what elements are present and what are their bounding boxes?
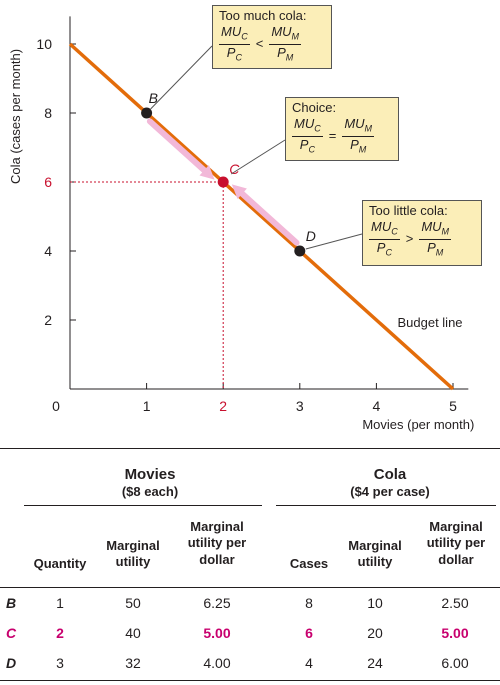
row-label-d: D: [6, 655, 16, 671]
row-b-mu-movies: 50: [98, 595, 168, 611]
cola-group-title: Cola: [330, 466, 450, 485]
cola-group-rule: [276, 505, 496, 506]
budget-line-label: Budget line: [397, 315, 462, 330]
point-d: [294, 246, 305, 257]
row-label-b: B: [6, 595, 16, 611]
col-mu-movies: Marginal utility: [98, 538, 168, 571]
row-b-quantity: 1: [25, 595, 95, 611]
row-c-mu-cola: 20: [340, 625, 410, 641]
col-mu-cola: Marginal utility: [340, 538, 410, 571]
less-than-sign: <: [256, 37, 264, 51]
arrow-b-to-c: [150, 121, 215, 179]
row-b-mupd-cola: 2.50: [420, 595, 490, 611]
x-tick-label: 3: [296, 398, 304, 414]
table-bottom-rule: [0, 680, 500, 681]
row-d-mu-movies: 32: [98, 655, 168, 671]
greater-than-sign: >: [406, 232, 414, 246]
row-c-mupd-cola: 5.00: [420, 625, 490, 641]
point-b: [141, 108, 152, 119]
mu-cola-over-price-fraction: MUC PC: [292, 117, 323, 155]
utility-table: Movies ($8 each) Cola ($4 per case) Quan…: [0, 448, 500, 685]
row-d-mu-cola: 24: [340, 655, 410, 671]
x-tick-label: 1: [143, 398, 151, 414]
point-c: [218, 177, 229, 188]
x-tick-label: 5: [449, 398, 457, 414]
y-tick-label: 2: [44, 312, 52, 328]
row-b-cases: 8: [274, 595, 344, 611]
leader-c: [231, 140, 285, 174]
arrow-b-to-c-shaft: [150, 121, 209, 174]
callout-choice: Choice: MUC PC = MUM PM: [285, 97, 399, 161]
arrow-d-to-c: [232, 184, 297, 242]
point-label-d: D: [306, 228, 316, 244]
mu-cola-over-price-fraction: MUC PC: [219, 25, 250, 63]
equals-sign: =: [329, 129, 337, 143]
arrow-d-to-c-shaft: [238, 190, 297, 243]
y-tick-label: 10: [36, 36, 52, 52]
y-tick-label: 8: [44, 105, 52, 121]
leader-b: [151, 46, 212, 109]
mu-movies-over-price-fraction: MUM PM: [419, 220, 451, 258]
col-mupd-cola: Marginal utility per dollar: [414, 519, 498, 568]
row-c-mupd-movies: 5.00: [182, 625, 252, 641]
movies-price: ($8 each): [90, 484, 210, 500]
x-tick-label: 0: [52, 398, 60, 414]
row-b-mu-cola: 10: [340, 595, 410, 611]
col-cases: Cases: [284, 556, 334, 572]
row-c-cases: 6: [274, 625, 344, 641]
table-top-rule: [0, 448, 500, 449]
row-b-mupd-movies: 6.25: [182, 595, 252, 611]
cola-price: ($4 per case): [320, 484, 460, 500]
y-tick-label: 4: [44, 243, 52, 259]
mu-movies-over-price-fraction: MUM PM: [269, 25, 301, 63]
y-tick-label: 6: [44, 174, 52, 190]
row-d-quantity: 3: [25, 655, 95, 671]
mu-cola-over-price-fraction: MUC PC: [369, 220, 400, 258]
x-tick-label: 4: [373, 398, 381, 414]
callout-too-little-cola: Too little cola: MUC PC > MUM PM: [362, 200, 482, 266]
movies-group-title: Movies: [90, 466, 210, 485]
row-d-mupd-movies: 4.00: [182, 655, 252, 671]
col-quantity: Quantity: [22, 556, 98, 572]
mu-movies-over-price-fraction: MUM PM: [342, 117, 374, 155]
col-mupd-movies: Marginal utility per dollar: [176, 519, 258, 568]
row-c-mu-movies: 40: [98, 625, 168, 641]
y-axis-label: Cola (cases per month): [8, 49, 23, 184]
row-c-quantity: 2: [25, 625, 95, 641]
row-label-c: C: [6, 625, 16, 641]
x-tick-label: 2: [219, 398, 227, 414]
callout-too-much-cola: Too much cola: MUC PC < MUM PM: [212, 5, 332, 69]
header-bottom-rule: [0, 587, 500, 588]
row-d-mupd-cola: 6.00: [420, 655, 490, 671]
movies-group-rule: [24, 505, 262, 506]
row-d-cases: 4: [274, 655, 344, 671]
x-axis-label: Movies (per month): [362, 417, 474, 432]
